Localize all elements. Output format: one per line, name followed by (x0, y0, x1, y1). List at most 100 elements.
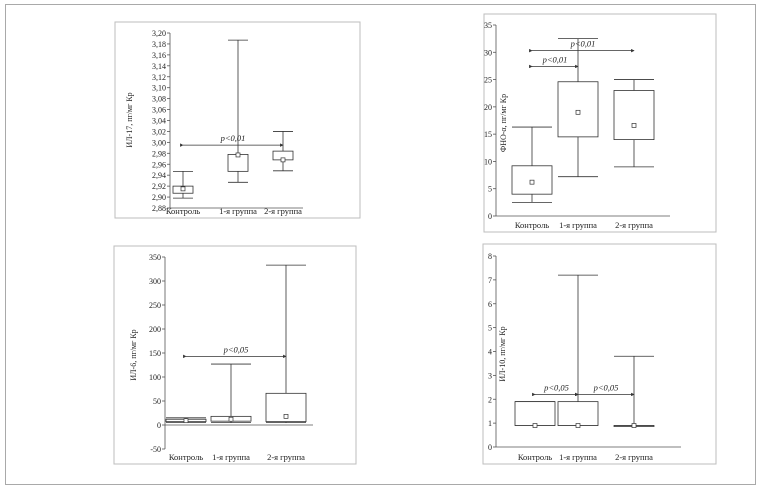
median-marker (631, 423, 637, 428)
y-tick-label: 4 (488, 348, 492, 357)
median-marker (235, 152, 241, 158)
y-tick-label: 2 (488, 395, 492, 404)
y-axis-label: ФНО-α, пг/мг Кр (499, 94, 508, 152)
box-1 (514, 401, 556, 428)
y-tick-label: 300 (149, 277, 161, 286)
chart-panel-2: 35 30 25 20 15 10 5 0 ФНО-α, пг/мг Кр Контроль 1-я… (483, 13, 717, 233)
category-label: 2-я группа (264, 206, 302, 216)
chart-panel-3: 350 300 250 200 150 100 50 0 -50 ИЛ-6, пг/мг Кр Ко… (113, 245, 357, 465)
category-label: 2-я группа (267, 452, 305, 462)
y-tick-label: 20 (484, 103, 492, 112)
y-tick-label: 50 (153, 397, 161, 406)
box-3 (272, 131, 294, 172)
y-tick-label: 3,02 (152, 127, 166, 136)
chart-panel-4: 8 7 6 5 4 3 2 1 0 ИЛ-10, пг/мг Кр Контроль 1-я груп… (482, 243, 717, 465)
median-marker (529, 179, 535, 185)
y-tick-label: 150 (149, 349, 161, 358)
median-marker (180, 186, 186, 192)
y-tick-label: 10 (484, 157, 492, 166)
y-axis-label: ИЛ-17, пг/мг Кр (125, 92, 134, 147)
category-label: 2-я группа (615, 220, 653, 230)
box-iqr (613, 90, 655, 141)
y-tick-label: 250 (149, 301, 161, 310)
y-tick-label: 2,90 (152, 193, 166, 202)
category-label: 2-я группа (615, 452, 653, 462)
box-iqr (557, 81, 599, 138)
y-tick-label: 15 (484, 130, 492, 139)
y-tick-label: 200 (149, 325, 161, 334)
chart-panel-border (114, 21, 361, 219)
category-label: Контроль (169, 452, 203, 462)
y-axis-label: ИЛ-10, пг/мг Кр (498, 326, 507, 381)
median-marker (575, 423, 581, 428)
box-3 (613, 355, 655, 428)
significance-label: p<0,05 (593, 382, 619, 392)
median-marker (228, 416, 234, 422)
y-tick-label: 1 (488, 419, 492, 428)
significance-annotation-1: p<0,05 (532, 382, 579, 397)
y-tick-label: 2,96 (152, 160, 166, 169)
category-label: 1-я группа (212, 452, 250, 462)
y-tick-label: 3,12 (152, 73, 166, 82)
box-iqr (557, 401, 599, 426)
y-tick-label: 3,04 (152, 117, 166, 126)
y-tick-label: 3,06 (152, 106, 166, 115)
chart-panel-border (113, 245, 357, 465)
median-marker (532, 423, 538, 428)
y-tick-label: 3,20 (152, 29, 166, 38)
category-label: Контроль (518, 452, 552, 462)
category-label: 1-я группа (559, 220, 597, 230)
y-tick-label: 3,14 (152, 62, 166, 71)
significance-annotation-2: p<0,01 (529, 54, 579, 69)
significance-label: p<0,05 (223, 344, 249, 354)
y-tick-label: 8 (488, 252, 492, 261)
y-tick-label: 3,08 (152, 95, 166, 104)
y-tick-label: 5 (488, 185, 492, 194)
y-tick-label: 7 (488, 276, 492, 285)
median-marker (631, 123, 637, 128)
box-2 (227, 39, 249, 183)
chart-panel-border (483, 13, 717, 233)
box-1 (172, 170, 194, 199)
median-marker (280, 157, 286, 163)
significance-label: p<0,01 (570, 39, 596, 49)
y-tick-label: 0 (488, 212, 492, 221)
box-2 (557, 38, 599, 178)
y-tick-label: 30 (484, 48, 492, 57)
category-label: Контроль (515, 220, 549, 230)
y-tick-label: 350 (149, 253, 161, 262)
median-marker (575, 109, 581, 115)
box-3 (265, 264, 307, 424)
box-1 (165, 417, 207, 424)
box-2 (210, 363, 252, 424)
box-3 (613, 79, 655, 168)
significance-label: p<0,01 (542, 54, 568, 64)
chart-panel-1: 3,20 3,18 3,16 3,14 3,12 3,10 3,08 3,06 3,043,02… (114, 21, 361, 219)
significance-annotation-1: p<0,01 (529, 39, 635, 53)
significance-annotation-2: p<0,05 (575, 382, 635, 397)
category-label: 1-я группа (219, 206, 257, 216)
box-1 (511, 126, 553, 203)
chart-panel-border (482, 243, 717, 465)
y-tick-label: 3,00 (152, 138, 166, 147)
figure-frame (5, 4, 756, 485)
y-tick-label: 100 (149, 373, 161, 382)
y-tick-label: 2,94 (152, 171, 166, 180)
y-tick-label: 0 (488, 443, 492, 452)
box-2 (557, 274, 599, 428)
y-tick-label: 6 (488, 300, 492, 309)
y-tick-label: 3,18 (152, 40, 166, 49)
category-label: 1-я группа (559, 452, 597, 462)
y-tick-label: 25 (484, 76, 492, 85)
y-tick-label: 2,88 (152, 204, 166, 213)
y-tick-label: 3,10 (152, 84, 166, 93)
median-marker (283, 414, 289, 419)
y-tick-label: 35 (484, 21, 492, 30)
significance-label: p<0,05 (543, 382, 569, 392)
y-tick-label: 0 (157, 421, 161, 430)
y-tick-label: 2,98 (152, 149, 166, 158)
significance-label: p<0,01 (220, 133, 246, 143)
median-marker (183, 418, 189, 424)
y-tick-label: -50 (150, 445, 161, 454)
